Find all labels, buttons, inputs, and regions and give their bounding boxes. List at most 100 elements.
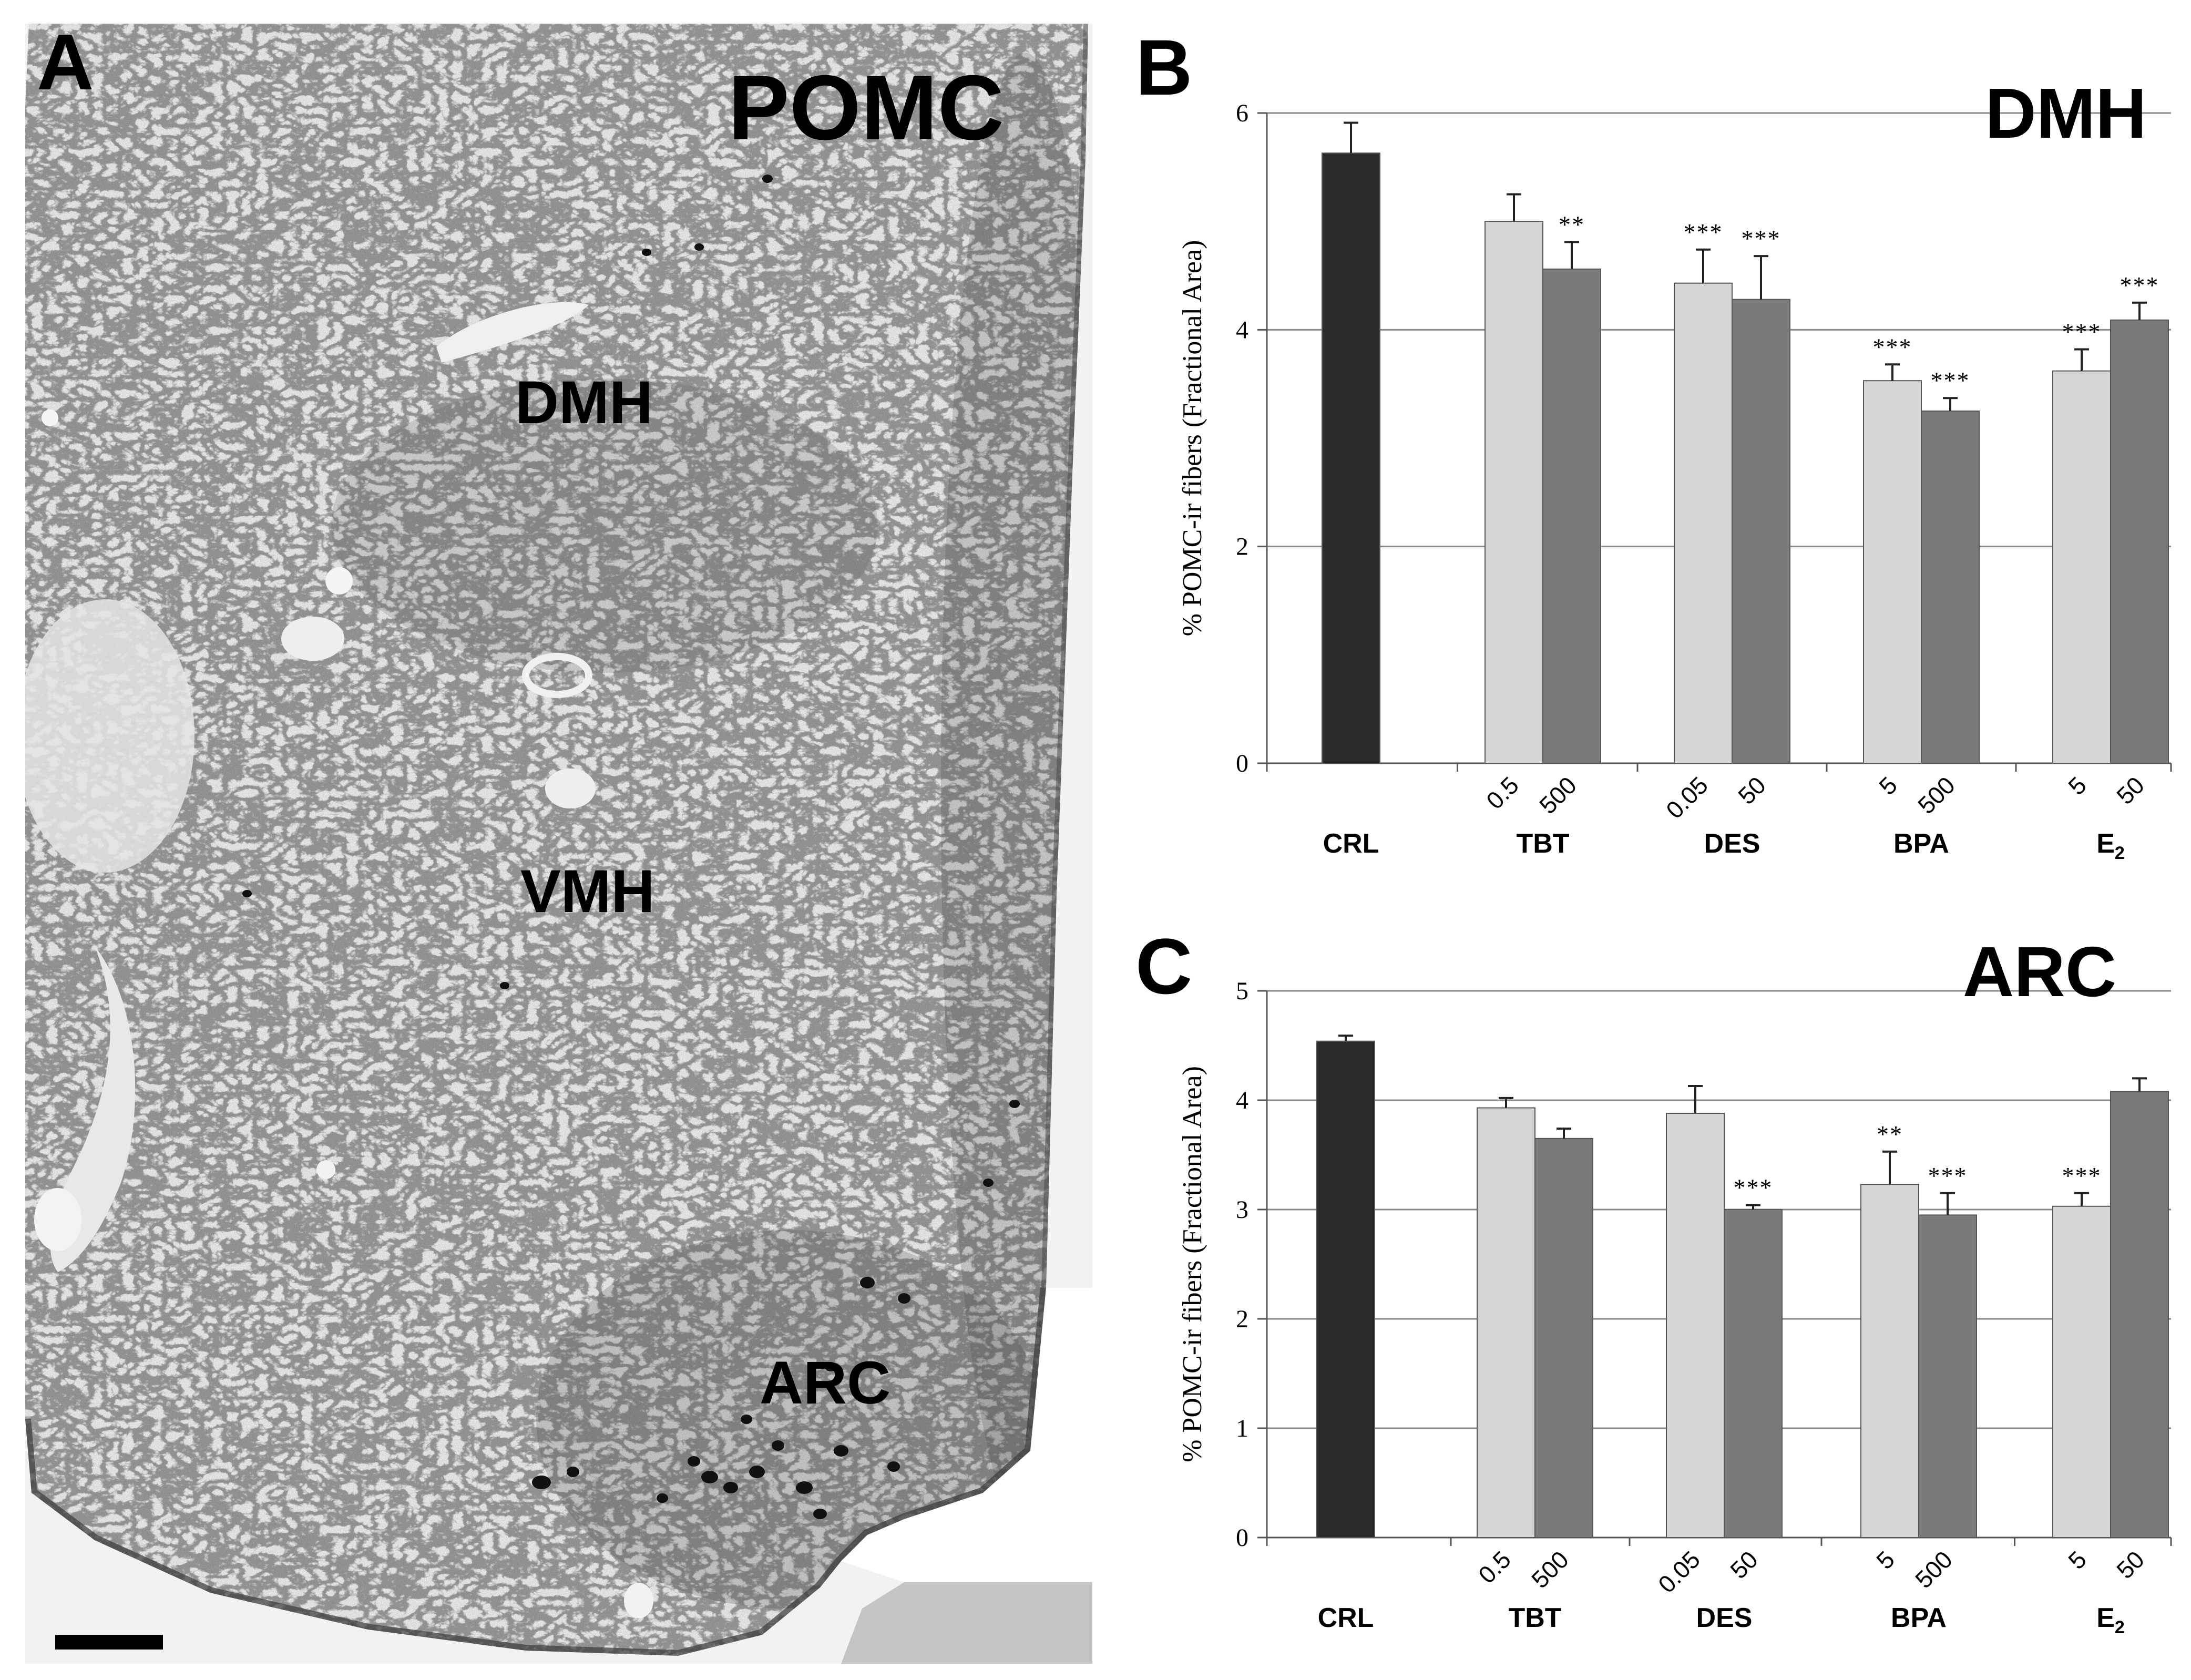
group-label: E2 <box>2096 1603 2125 1637</box>
dose-label: 500 <box>1526 1545 1574 1593</box>
group-label: DES <box>1704 828 1760 859</box>
bar <box>1316 1040 1375 1539</box>
dmh-fiber-cloud <box>331 378 878 673</box>
group-label: E2 <box>2096 828 2125 863</box>
bar <box>1534 1138 1593 1539</box>
subscript: 2 <box>2115 1617 2125 1637</box>
bar <box>1322 152 1380 764</box>
pale-region <box>25 599 194 873</box>
dose-label: 0.5 <box>1481 771 1524 814</box>
bar <box>2052 1205 2111 1538</box>
arc-bar-chart: 0 1 2 3 4 5 ARC % POMC-ir fibers (Fractional Ar… <box>1178 932 2172 1637</box>
empty-space <box>841 1288 1092 1582</box>
lower-tissue <box>841 1582 1092 1664</box>
micrograph-panel <box>25 24 1092 1664</box>
group-label: DES <box>1696 1603 1753 1633</box>
significance-label: *** <box>1873 333 1912 360</box>
bar <box>1477 1107 1535 1539</box>
vessel <box>325 567 353 595</box>
dose-label: 500 <box>1910 1545 1958 1593</box>
bar <box>2110 1091 2169 1539</box>
vessel <box>522 653 592 698</box>
y-tick-label: 4 <box>1236 316 1248 344</box>
significance-label: ** <box>1559 211 1585 238</box>
dose-label: 0.05 <box>1661 771 1713 824</box>
bar <box>2110 319 2169 764</box>
y-tick-label: 0 <box>1236 750 1248 777</box>
arc-neurons <box>242 175 1020 1519</box>
stain-label: POMC <box>728 57 1004 159</box>
dmh-bar-chart: 0 2 4 6 DMH % POMC-ir fibers (Fractional Area… <box>1178 74 2172 863</box>
bar <box>1918 1214 1977 1538</box>
bar <box>1724 1209 1783 1538</box>
dose-label: 5 <box>2063 1545 2092 1574</box>
chart-title: ARC <box>1963 932 2116 1011</box>
group-label: CRL <box>1318 1603 1374 1633</box>
dose-label: 0.5 <box>1473 1545 1516 1589</box>
dose-label: 50 <box>2111 1545 2149 1584</box>
y-tick-label: 3 <box>1236 1196 1248 1224</box>
panel-b-letter: B <box>1135 23 1192 111</box>
vessel <box>545 769 596 808</box>
y-axis-label: % POMC-ir fibers (Fractional Area) <box>1178 1066 1207 1462</box>
y-tick-label: 1 <box>1236 1415 1248 1442</box>
bar <box>1542 268 1601 764</box>
dose-label: 0.05 <box>1653 1545 1705 1598</box>
group-label: BPA <box>1893 828 1949 859</box>
group-label: TBT <box>1508 1603 1561 1633</box>
panel-a-letter: A <box>37 18 94 106</box>
dose-label: 5 <box>2063 771 2092 800</box>
y-tick-label: 5 <box>1236 977 1248 1005</box>
y-tick-label: 2 <box>1236 533 1248 561</box>
vessel <box>281 617 344 661</box>
bar <box>1674 282 1733 764</box>
chart-title: DMH <box>1985 74 2146 153</box>
significance-label: *** <box>2062 318 2102 345</box>
bar <box>1860 1184 1919 1538</box>
bar <box>1666 1112 1725 1538</box>
vessel <box>34 1188 81 1251</box>
significance-label: ** <box>1877 1121 1903 1148</box>
group-label: TBT <box>1516 828 1569 859</box>
panel-c-letter: C <box>1135 922 1192 1010</box>
vessel <box>316 1160 335 1179</box>
dose-label: 50 <box>2111 771 2149 810</box>
scale-bar <box>55 1635 163 1650</box>
y-tick-label: 2 <box>1236 1305 1248 1333</box>
region-label-arc: ARC <box>760 1349 890 1417</box>
significance-label: *** <box>2062 1162 2102 1189</box>
y-axis-label: % POMC-ir fibers (Fractional Area) <box>1178 240 1207 637</box>
dose-label: 500 <box>1534 771 1582 819</box>
significance-label: *** <box>1928 1162 1968 1189</box>
significance-label: *** <box>1742 225 1781 252</box>
vessel <box>436 302 589 363</box>
bar <box>1484 221 1543 764</box>
bar <box>1732 299 1790 764</box>
region-label-dmh: DMH <box>515 369 653 436</box>
y-tick-label: 6 <box>1236 99 1248 127</box>
y-tick-label: 4 <box>1236 1087 1248 1114</box>
y-tick-label: 0 <box>1236 1524 1248 1552</box>
dose-label: 5 <box>1871 1545 1900 1574</box>
vessel <box>50 946 136 1272</box>
significance-label: *** <box>1684 219 1723 245</box>
significance-label: *** <box>1931 367 1970 394</box>
vessel <box>42 409 58 426</box>
group-label: BPA <box>1891 1603 1947 1633</box>
dose-label: 5 <box>1873 771 1902 800</box>
tissue-section <box>25 24 1088 1656</box>
fiber-texture <box>25 24 1088 1656</box>
bar <box>2052 370 2111 764</box>
region-label-vmh: VMH <box>520 858 655 925</box>
group-label: CRL <box>1323 828 1379 859</box>
vessel <box>624 1583 653 1618</box>
dose-label: 50 <box>1733 771 1771 810</box>
bar <box>1921 410 1980 764</box>
significance-label: *** <box>1734 1174 1773 1201</box>
subscript: 2 <box>2115 843 2125 863</box>
dose-label: 500 <box>1912 771 1960 819</box>
dose-label: 50 <box>1725 1545 1763 1584</box>
significance-label: *** <box>2120 272 2159 299</box>
